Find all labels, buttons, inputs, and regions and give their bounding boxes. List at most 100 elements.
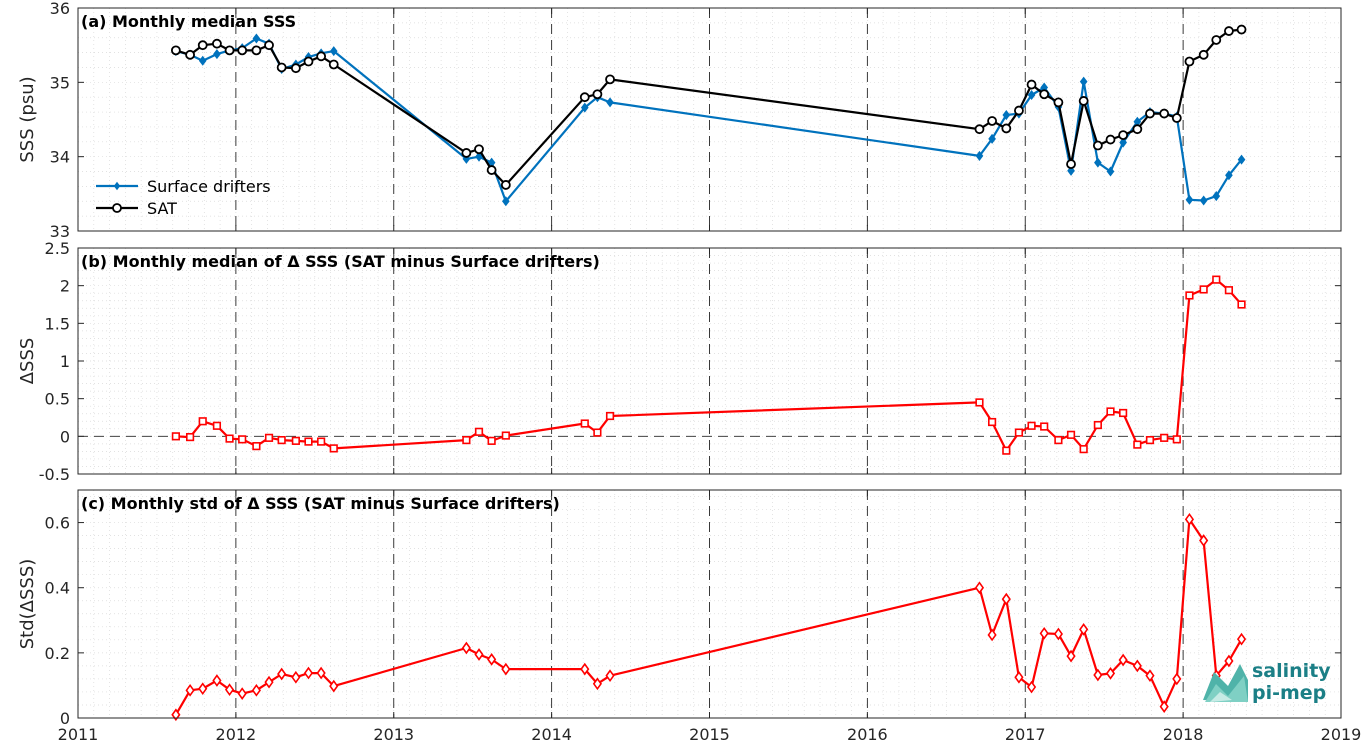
data-point — [501, 431, 510, 440]
data-point — [237, 45, 248, 56]
data-point — [213, 49, 221, 60]
y-tick-label: 34 — [50, 148, 70, 167]
data-point — [171, 432, 180, 441]
data-point — [185, 432, 195, 442]
data-point — [1225, 170, 1233, 181]
data-point — [1237, 300, 1246, 309]
data-point — [462, 435, 471, 445]
axis-ticks: 0 0.2 0.4 0.6 2011 2012 2013 2014 2015 2016 2017 20… — [45, 490, 1362, 744]
data-point — [580, 419, 589, 428]
x-tick-label: 2016 — [847, 725, 888, 744]
data-point — [316, 666, 326, 680]
y-tick-label: 35 — [50, 73, 70, 92]
data-point — [329, 46, 338, 57]
data-point — [1237, 154, 1246, 165]
y-tick-label: 2 — [60, 277, 70, 296]
panel-a-sss-chart: 33 34 35 36 SSS (psu) (a) Monthly median SSS S… — [17, 0, 1342, 241]
data-point — [185, 683, 195, 697]
data-point — [1093, 668, 1103, 682]
data-point — [1001, 123, 1012, 134]
y-tick-label: 0.5 — [45, 390, 70, 409]
data-point — [1212, 275, 1221, 284]
y-tick-label: 0.6 — [45, 514, 70, 533]
data-point — [329, 444, 338, 453]
data-point — [580, 102, 589, 113]
legend-label: SAT — [147, 199, 177, 218]
series-delta-sss — [171, 275, 1246, 455]
panel-c-std-delta-sss-chart: 0 0.2 0.4 0.6 2011 2012 2013 2014 2015 2016 2017 20… — [17, 489, 1362, 744]
data-point — [277, 435, 286, 445]
data-point — [1066, 649, 1076, 663]
data-point — [329, 679, 339, 693]
x-tick-label: 2012 — [216, 725, 257, 744]
data-point — [605, 74, 615, 85]
data-point — [277, 667, 287, 681]
data-point — [1014, 428, 1024, 437]
data-point — [462, 153, 471, 164]
data-point — [1185, 291, 1194, 300]
data-point — [1199, 195, 1208, 206]
data-point — [461, 641, 471, 655]
data-point — [1026, 79, 1037, 90]
data-point — [197, 40, 208, 51]
axis-ticks: 33 34 35 36 — [50, 0, 1342, 241]
data-point — [170, 45, 181, 56]
salinity-pi-mep-logo: salinity pi-mep — [1203, 660, 1331, 704]
data-point — [974, 581, 985, 595]
data-point — [264, 433, 274, 442]
data-point — [474, 144, 484, 155]
data-point — [212, 421, 222, 430]
data-point — [264, 40, 274, 51]
data-point — [224, 45, 235, 56]
data-point — [1040, 422, 1049, 431]
data-point — [237, 687, 247, 700]
data-point — [1119, 137, 1127, 148]
data-point — [580, 662, 590, 676]
panel-title: (c) Monthly std of Δ SSS (SAT minus Surf… — [81, 494, 560, 513]
data-point — [1199, 534, 1209, 547]
logo-text-line2: pi-mep — [1252, 682, 1326, 704]
logo-wave-icon — [1203, 664, 1248, 702]
y-axis-label: ΔSSS — [17, 338, 38, 385]
x-tick-label: 2018 — [1163, 725, 1204, 744]
x-tick-label: 2013 — [373, 725, 414, 744]
data-point — [1172, 672, 1182, 686]
y-tick-label: 33 — [50, 222, 70, 241]
data-point — [1184, 512, 1195, 526]
data-point — [606, 97, 614, 108]
data-point — [1119, 408, 1128, 418]
data-point — [276, 62, 287, 73]
x-tick-label: 2017 — [1005, 725, 1046, 744]
data-point — [1236, 24, 1247, 35]
y-tick-label: 0 — [60, 427, 70, 446]
data-point — [1027, 89, 1036, 100]
data-point — [1171, 113, 1182, 123]
data-point — [1079, 623, 1089, 636]
data-point — [212, 674, 222, 687]
x-tick-label: 2019 — [1321, 725, 1362, 744]
data-point — [1224, 26, 1234, 36]
data-point — [987, 628, 997, 642]
data-point — [1105, 667, 1116, 680]
data-point — [1079, 76, 1088, 87]
data-point — [1106, 407, 1115, 416]
data-point — [1094, 157, 1102, 168]
y-tick-label: 36 — [50, 0, 70, 18]
legend-marker — [113, 181, 121, 191]
data-point — [1079, 445, 1088, 454]
data-point — [264, 675, 274, 689]
data-point — [1159, 700, 1169, 713]
y-tick-label: 0.2 — [45, 644, 70, 663]
data-point — [1133, 440, 1142, 449]
data-point — [1212, 191, 1221, 202]
data-point — [1132, 124, 1143, 135]
y-tick-label: -0.5 — [39, 465, 70, 484]
data-point — [1002, 110, 1011, 121]
legend: Surface drifters SAT — [96, 177, 271, 218]
legend-label: Surface drifters — [147, 177, 271, 196]
data-point — [1184, 56, 1195, 67]
data-point — [317, 437, 326, 446]
panel-title: (b) Monthly median of Δ SSS (SAT minus S… — [81, 252, 600, 271]
data-point — [593, 428, 602, 437]
axis-ticks: -0.5 0 0.5 1 1.5 2 2.5 — [39, 239, 1342, 484]
